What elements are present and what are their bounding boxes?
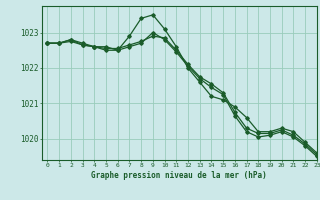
X-axis label: Graphe pression niveau de la mer (hPa): Graphe pression niveau de la mer (hPa) xyxy=(91,171,267,180)
